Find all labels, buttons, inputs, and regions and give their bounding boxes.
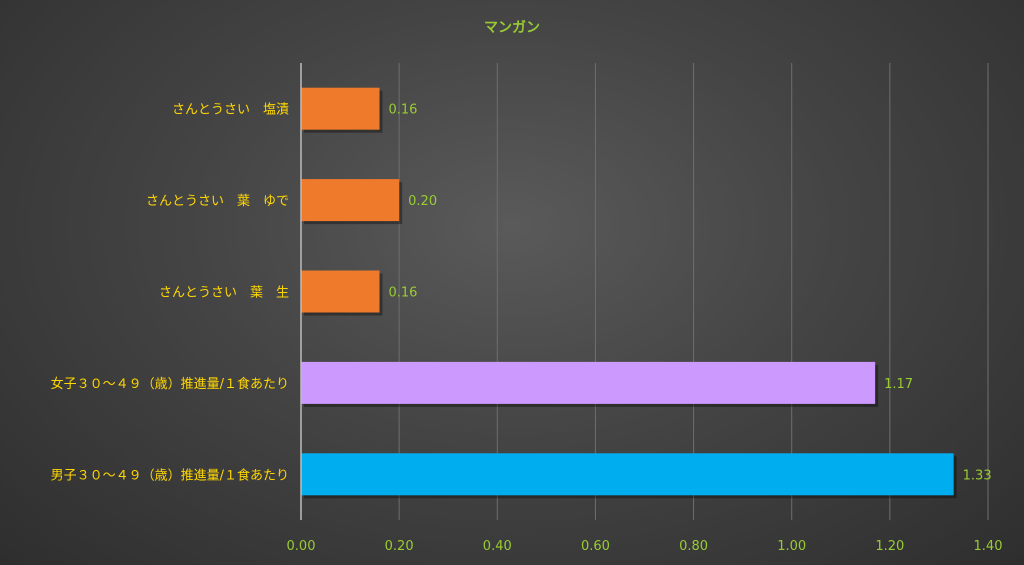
bar xyxy=(301,179,400,222)
labels: 0.16 さんとうさい 塩漬 0.20 さんとうさい 葉 ゆで 0.16 さんとうさい 葉… xyxy=(51,103,992,484)
x-tick-label: 0.00 xyxy=(287,539,316,554)
x-tick-label: 1.20 xyxy=(875,539,904,554)
data-label: 0.20 xyxy=(408,194,437,209)
chart-title: マンガン xyxy=(484,20,540,36)
x-tick-label: 0.80 xyxy=(679,539,708,554)
bars xyxy=(301,87,957,499)
data-label: 0.16 xyxy=(389,103,418,118)
x-tick-label: 1.40 xyxy=(974,539,1003,554)
bar xyxy=(301,361,876,404)
category-label: さんとうさい 塩漬 xyxy=(172,103,289,118)
bar xyxy=(301,270,380,313)
data-label: 1.17 xyxy=(884,377,913,392)
gridlines xyxy=(398,63,989,520)
data-label: 1.33 xyxy=(963,468,992,483)
data-label: 0.16 xyxy=(389,286,418,301)
bar xyxy=(301,453,954,496)
category-label: さんとうさい 葉 生 xyxy=(159,286,289,301)
x-tick-label: 0.60 xyxy=(581,539,610,554)
category-label: さんとうさい 葉 ゆで xyxy=(146,194,289,209)
x-tick-label: 1.00 xyxy=(777,539,806,554)
x-tick-label: 0.40 xyxy=(483,539,512,554)
bar xyxy=(301,87,380,130)
category-label: 女子３０～４９（歳）推進量/１食あたり xyxy=(51,376,289,392)
category-label: 男子３０～４９（歳）推進量/１食あたり xyxy=(51,467,289,483)
x-ticks: 0.00 0.20 0.40 0.60 0.80 1.00 1.20 1.40 xyxy=(287,539,1003,554)
x-tick-label: 0.20 xyxy=(385,539,414,554)
